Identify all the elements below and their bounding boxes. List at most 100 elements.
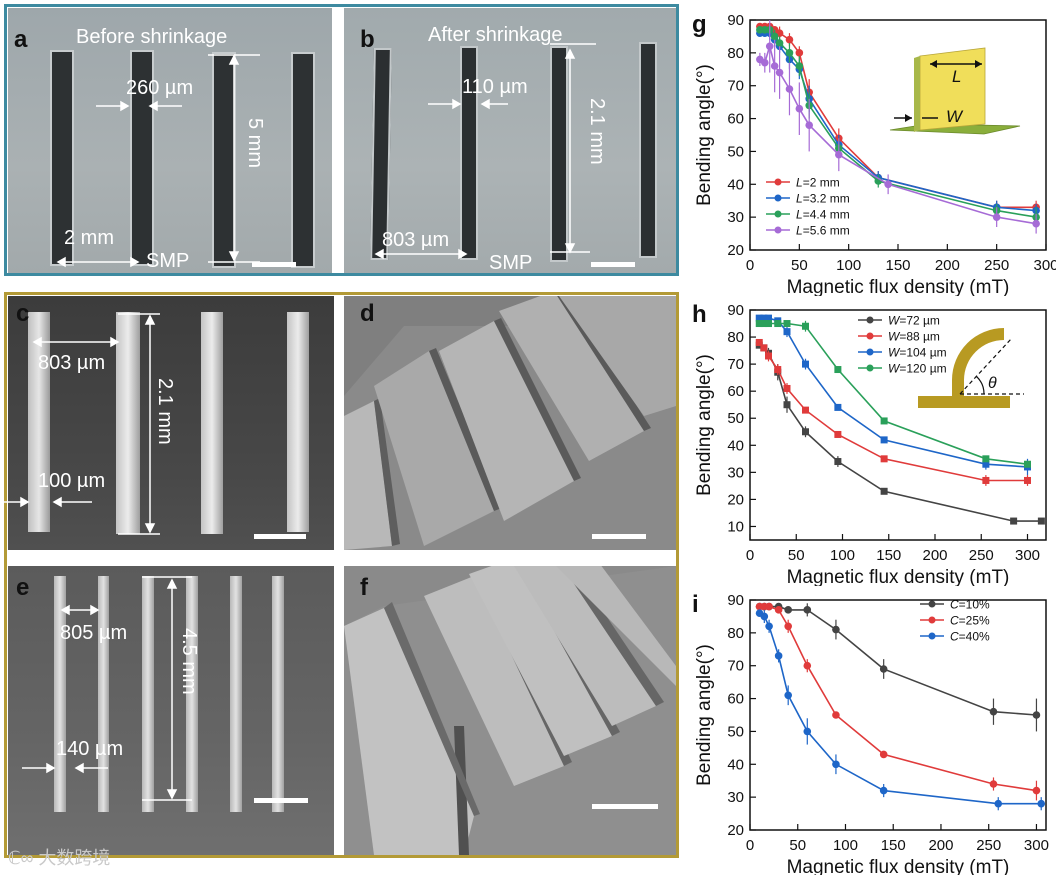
y-tick-label: 20 [727, 822, 744, 839]
legend-entry-variable: L [796, 208, 803, 222]
y-tick-label: 80 [727, 625, 744, 642]
y-tick-label: 30 [727, 209, 744, 226]
y-tick-label: 70 [727, 356, 744, 373]
inset-length-arrowhead [930, 60, 937, 68]
chart-label: g [692, 11, 707, 38]
data-point [784, 606, 792, 614]
legend-marker [774, 194, 782, 202]
y-axis-label: Bending angle(°) [694, 644, 715, 786]
inset-length-arrowhead [975, 60, 982, 68]
panel-b-spacing-label: 803 µm [382, 229, 450, 251]
data-point [879, 750, 888, 759]
legend-entry-variable: L [796, 224, 803, 238]
x-tick-label: 250 [984, 257, 1009, 274]
legend-entry: W=72 µm [888, 314, 940, 328]
y-axis-label: Bending angle(°) [694, 64, 715, 206]
y-tick-label: 80 [727, 45, 744, 62]
data-point [785, 49, 794, 57]
y-tick-label: 40 [727, 756, 744, 773]
plot-frame [749, 599, 1047, 831]
legend-entry-value: =3.2 mm [803, 192, 850, 206]
data-point [1037, 799, 1046, 808]
y-tick-label: 40 [727, 437, 744, 454]
data-point [755, 338, 763, 346]
data-point [770, 62, 779, 70]
data-point [832, 760, 840, 769]
y-tick-label: 20 [727, 242, 744, 259]
data-point [1032, 219, 1040, 228]
x-tick-label: 0 [746, 257, 754, 274]
panel-c-width-label: 100 µm [38, 470, 106, 492]
data-point [803, 727, 812, 736]
data-point [880, 417, 888, 425]
data-point [775, 68, 784, 77]
legend-entry: C=40% [950, 630, 990, 644]
x-tick-label: 150 [876, 547, 901, 564]
legend-entry-variable: C [950, 614, 959, 628]
panel-c-label: c [16, 300, 30, 327]
inset-width-label: W [946, 107, 964, 126]
legend-entry: W=104 µm [888, 346, 947, 360]
panel-a-label: a [14, 26, 28, 53]
y-tick-label: 70 [727, 658, 744, 675]
x-tick-label: 300 [1024, 837, 1049, 854]
data-point [884, 180, 892, 189]
legend-entry-variable: W [888, 346, 901, 360]
data-point [802, 360, 809, 368]
chart-g: g 0 50 100 150 200 250 300 20 30 40 50 60 70 80 90 Magne… [692, 11, 1056, 296]
panel-d-image [344, 296, 676, 550]
legend-marker [928, 632, 936, 640]
legend-entry: L=3.2 mm [796, 192, 850, 206]
panel-b-material-label: SMP [489, 252, 533, 274]
panel-e-scale-bar [254, 798, 308, 803]
data-point [982, 476, 990, 484]
watermark-text: 大数跨境 [38, 848, 111, 868]
series-line [759, 605, 1037, 792]
inset-length-label: L [952, 67, 961, 86]
panel-b-image [344, 8, 676, 273]
data-point [834, 430, 842, 438]
legend-entry-variable: W [888, 330, 901, 344]
panel-e-dimension-arrows [22, 576, 192, 801]
x-axis-label: Magnetic flux density (mT) [787, 277, 1010, 296]
inset-angle-arc [975, 375, 985, 395]
panel-d-scale-bar [592, 534, 646, 539]
x-axis-label: Magnetic flux density (mT) [787, 857, 1010, 875]
data-point [879, 786, 888, 795]
legend-entry: C=10% [950, 598, 990, 612]
legend-entry-value: =5.6 mm [803, 224, 850, 238]
data-point [989, 780, 998, 788]
legend-marker [928, 616, 936, 624]
data-point [774, 320, 782, 328]
panel-cf-frame [4, 292, 679, 858]
data-point [760, 320, 768, 328]
panel-f-image [344, 566, 676, 855]
data-point [760, 612, 769, 621]
legend-entry-value: =120 µm [899, 362, 946, 376]
data-point [880, 436, 888, 444]
legend-entry: W=120 µm [888, 362, 947, 376]
inset-beam-side [914, 56, 920, 132]
data-point [765, 42, 774, 51]
y-tick-label: 60 [727, 111, 744, 128]
plot-frame [749, 309, 1047, 541]
y-tick-label: 90 [727, 592, 744, 609]
data-point [834, 403, 842, 411]
data-point [783, 320, 791, 328]
data-point [880, 487, 888, 495]
data-point [765, 602, 773, 611]
y-tick-label: 90 [727, 12, 744, 29]
x-tick-label: 50 [789, 837, 806, 854]
panel-a-gap-label: 260 µm [126, 77, 194, 99]
data-point [765, 622, 773, 631]
panel-e-image [8, 566, 334, 855]
data-point [1024, 476, 1031, 484]
data-point [880, 455, 888, 463]
data-point [760, 314, 768, 322]
y-tick-label: 60 [727, 383, 744, 400]
legend-entry-value: =2 mm [803, 176, 840, 190]
panel-c-spacing-label: 803 µm [38, 352, 106, 374]
data-point [783, 328, 791, 336]
legend-marker [928, 600, 936, 608]
data-point [774, 652, 783, 660]
